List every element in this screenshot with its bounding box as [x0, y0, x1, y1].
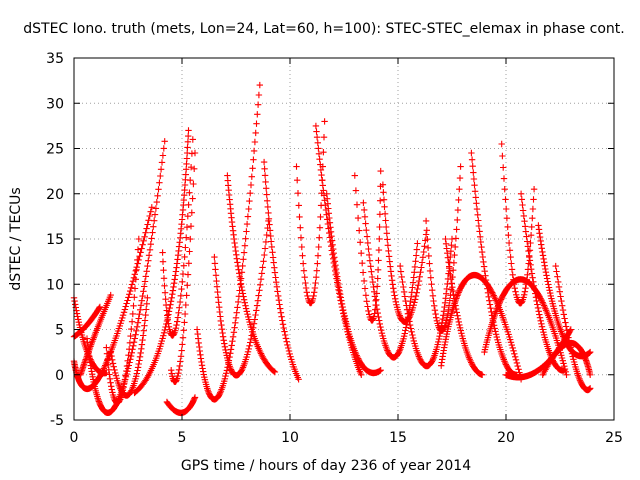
data-point-markers: [211, 217, 272, 379]
data-arc: [168, 149, 199, 385]
y-axis-label: dSTEC / TECUs: [8, 187, 24, 290]
data-arc: [211, 217, 272, 379]
data-point-markers: [163, 394, 199, 417]
data-arc: [442, 235, 486, 378]
y-tick-label: 30: [46, 96, 64, 112]
y-tick-label: 15: [46, 232, 64, 248]
data-arc: [107, 294, 151, 399]
data-arc: [351, 167, 384, 324]
data-point-markers: [83, 138, 168, 416]
data-arc: [323, 190, 384, 377]
y-tick-label: -5: [50, 413, 64, 429]
data-arc: [422, 163, 464, 335]
data-arc: [260, 158, 302, 383]
data-point-markers: [107, 294, 151, 399]
data-arc: [397, 235, 456, 370]
data-arc: [224, 172, 279, 376]
x-tick-label: 20: [497, 430, 515, 446]
data-arc: [131, 127, 192, 397]
x-tick-label: 0: [70, 430, 79, 446]
y-tick-label: 0: [55, 368, 64, 384]
data-point-markers: [260, 158, 302, 383]
x-tick-label: 5: [178, 430, 187, 446]
data-point-markers: [397, 235, 456, 370]
data-layer: [70, 81, 594, 417]
x-axis-label: GPS time / hours of day 236 of year 2014: [181, 458, 471, 474]
grid-layer: [74, 58, 614, 420]
data-point-markers: [168, 149, 199, 385]
data-point-markers: [422, 163, 464, 335]
data-arc: [379, 181, 430, 325]
y-tick-label: 20: [46, 187, 64, 203]
data-point-markers: [442, 235, 486, 378]
data-arc: [468, 149, 520, 378]
x-tick-label: 10: [281, 430, 299, 446]
data-point-markers: [468, 149, 520, 378]
data-point-markers: [131, 127, 192, 397]
x-tick-label: 25: [605, 430, 623, 446]
y-tick-label: 35: [46, 51, 64, 67]
y-tick-label: 5: [55, 323, 64, 339]
data-point-markers: [379, 181, 430, 325]
data-point-markers: [351, 167, 384, 324]
data-arc: [83, 138, 168, 416]
data-point-markers: [224, 172, 279, 376]
chart-title: dSTEC Iono. truth (mets, Lon=24, Lat=60,…: [23, 21, 624, 37]
data-point-markers: [481, 276, 570, 378]
data-arc: [539, 339, 594, 378]
y-tick-label: 10: [46, 277, 64, 293]
x-tick-label: 15: [389, 430, 407, 446]
y-tick-label: 25: [46, 142, 64, 158]
data-point-markers: [539, 339, 594, 378]
data-arc: [481, 276, 570, 378]
data-arc: [163, 394, 199, 417]
tick-layer: 0 5 10 15 20 25 -5 0 5 10 15 20 25 30 35: [46, 51, 623, 446]
data-point-markers: [323, 190, 384, 377]
